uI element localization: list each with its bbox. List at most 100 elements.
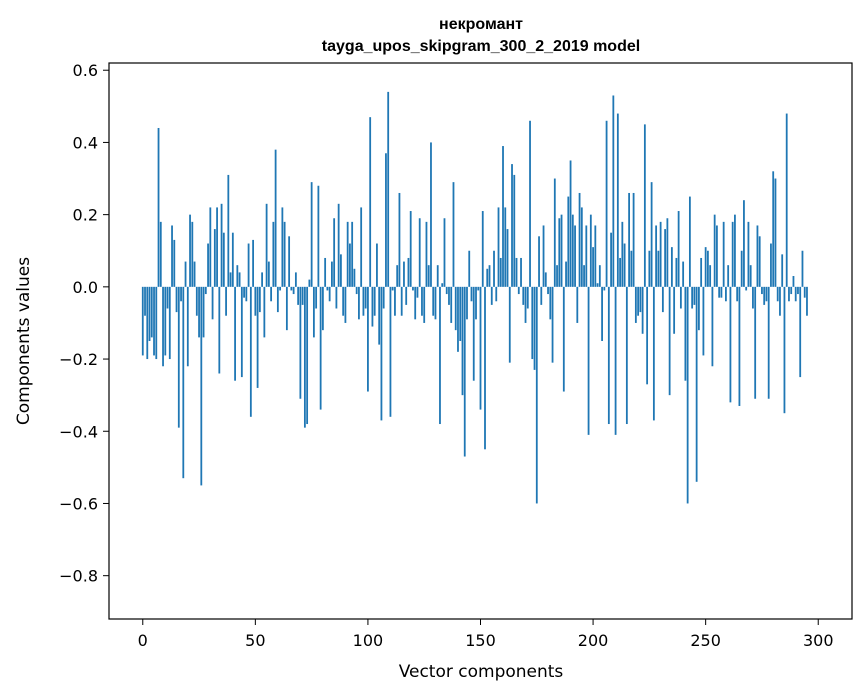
x-tick-label: 150 [465, 631, 496, 650]
bar [373, 286, 376, 316]
y-tick-label: 0.0 [73, 278, 98, 297]
bar [679, 286, 682, 309]
bar [195, 286, 198, 316]
bar [634, 286, 637, 323]
bar [394, 286, 396, 316]
bar [493, 250, 495, 287]
bar [700, 257, 703, 287]
bar [522, 286, 525, 305]
bar [533, 286, 536, 370]
bar [806, 286, 808, 316]
y-tick-label: −0.2 [59, 350, 98, 369]
bar [601, 286, 603, 341]
bar [702, 286, 705, 356]
bar [369, 117, 372, 287]
bar [625, 286, 628, 425]
bar [549, 286, 552, 320]
bar [198, 286, 200, 338]
y-tick-label: −0.6 [59, 494, 98, 513]
bar [801, 250, 804, 287]
bar [220, 203, 223, 287]
bar [337, 203, 340, 287]
bar [794, 286, 797, 302]
bar [328, 286, 331, 302]
bar [576, 286, 579, 323]
bar [177, 286, 180, 428]
chart-subtitle: tayga_upos_skipgram_300_2_2019 model [322, 38, 640, 55]
bar [484, 286, 486, 450]
bar [254, 286, 257, 316]
bar [184, 261, 187, 287]
bar [452, 182, 455, 287]
bar [396, 265, 399, 287]
bar [148, 286, 151, 341]
bar [175, 286, 178, 313]
bar [738, 286, 741, 406]
bar [459, 286, 462, 341]
bar [517, 286, 520, 295]
bar [803, 286, 806, 298]
bar [776, 286, 779, 302]
bar [315, 286, 318, 309]
x-tick-label: 50 [245, 631, 265, 650]
bar [398, 192, 401, 287]
bar [495, 286, 498, 302]
bar [763, 286, 766, 305]
bar [513, 174, 516, 287]
bar [407, 257, 410, 287]
bar [722, 221, 725, 287]
bar [385, 153, 387, 287]
bar [526, 286, 529, 309]
bar [317, 185, 320, 287]
bar [677, 211, 680, 287]
bar [652, 286, 655, 421]
bar [774, 178, 777, 287]
bar [502, 146, 504, 287]
bar [544, 272, 547, 287]
bar [785, 113, 788, 287]
bar [349, 243, 351, 287]
bar [747, 221, 750, 287]
bar [355, 286, 358, 295]
bar [718, 286, 721, 298]
bar [423, 286, 426, 323]
bar [749, 265, 752, 287]
bar [162, 286, 164, 367]
bar [686, 286, 689, 504]
bar [770, 243, 772, 287]
bar [765, 286, 768, 302]
bar [720, 286, 723, 298]
bar [358, 286, 360, 320]
bar [587, 286, 590, 435]
bar [605, 120, 608, 287]
bar [209, 207, 212, 287]
bar [441, 283, 444, 287]
bar [432, 286, 435, 316]
bar [450, 286, 453, 323]
bar [661, 286, 664, 313]
bar [430, 142, 432, 287]
bar [607, 286, 610, 425]
bar [614, 286, 617, 435]
bar [684, 286, 687, 381]
bar [734, 214, 736, 287]
bar [497, 207, 500, 287]
bar [574, 225, 576, 287]
bar [646, 286, 649, 385]
bar [380, 286, 383, 421]
bar [274, 149, 277, 287]
bar [288, 236, 291, 287]
bar [596, 283, 599, 287]
bar [630, 250, 633, 287]
bar [565, 261, 567, 287]
bar [234, 286, 236, 381]
bar [283, 221, 286, 287]
bar [222, 232, 225, 287]
bars-group [141, 91, 808, 504]
bar [378, 286, 381, 345]
bar [457, 286, 459, 352]
bar [270, 286, 273, 302]
bar [436, 265, 439, 287]
bar [249, 286, 252, 417]
